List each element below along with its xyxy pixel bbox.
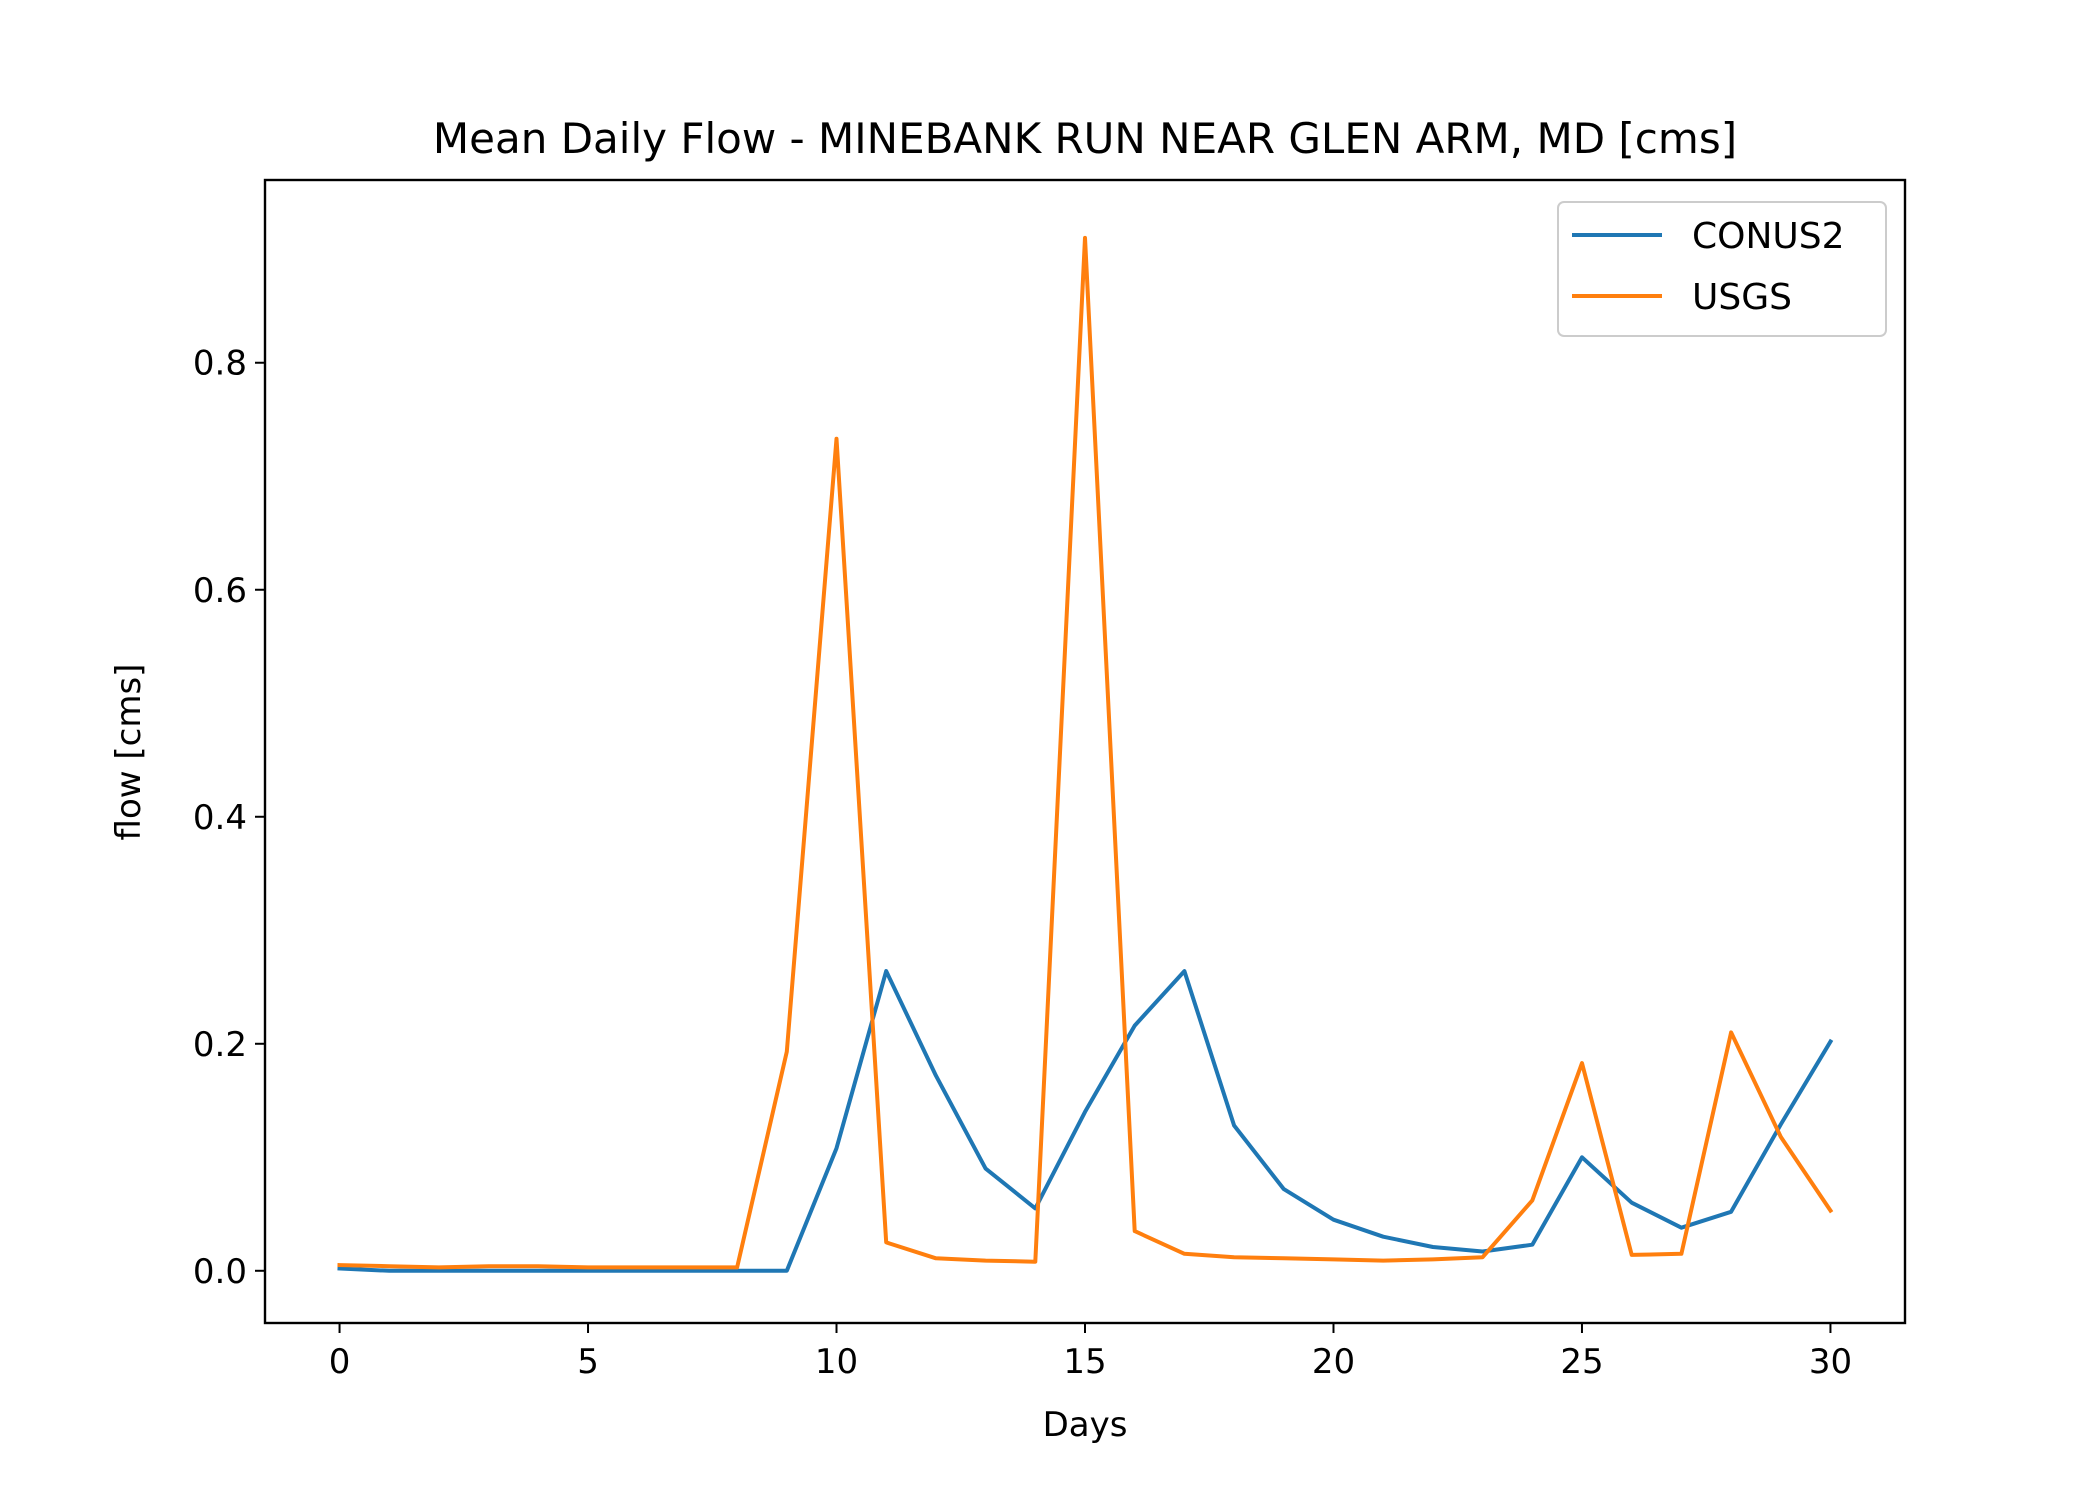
y-tick-label: 0.4	[193, 798, 247, 838]
legend-label-usgs: USGS	[1692, 277, 1792, 318]
y-tick-label: 0.8	[193, 344, 247, 384]
plot-lines	[337, 235, 1834, 1273]
x-axis-label: Days	[1043, 1405, 1128, 1445]
x-tick-label: 25	[1560, 1342, 1603, 1382]
x-tick-label: 10	[815, 1342, 858, 1382]
x-tick-label: 0	[329, 1342, 351, 1382]
y-tick-label: 0.0	[193, 1252, 247, 1292]
x-tick-label: 5	[577, 1342, 599, 1382]
x-axis: 0 5 10 15 20 25 30	[329, 1323, 1852, 1382]
x-tick-label: 20	[1312, 1342, 1355, 1382]
y-tick-label: 0.6	[193, 571, 247, 611]
legend-label-conus2: CONUS2	[1692, 216, 1845, 257]
x-tick-label: 15	[1063, 1342, 1106, 1382]
y-axis-label: flow [cms]	[109, 664, 149, 841]
series-line-conus2	[337, 969, 1834, 1273]
y-tick-label: 0.2	[193, 1025, 247, 1065]
legend: CONUS2 USGS	[1557, 201, 1887, 337]
y-axis: 0.0 0.2 0.4 0.6 0.8	[193, 344, 265, 1292]
series-line-usgs	[337, 235, 1834, 1270]
chart-title: Mean Daily Flow - MINEBANK RUN NEAR GLEN…	[433, 114, 1737, 163]
x-tick-label: 30	[1809, 1342, 1852, 1382]
